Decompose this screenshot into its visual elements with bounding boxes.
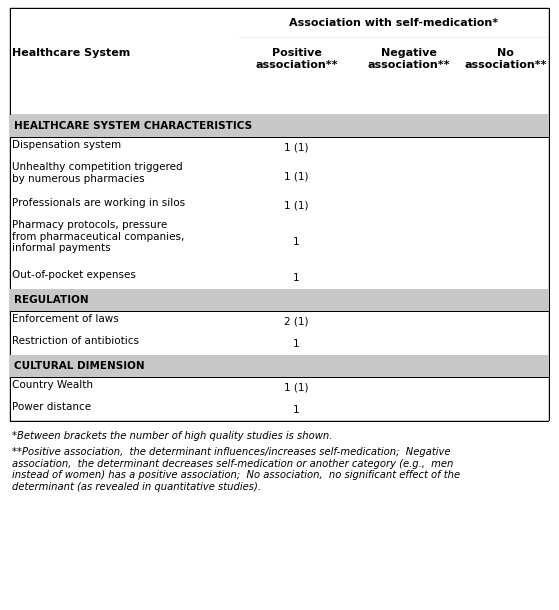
Text: 1 (1): 1 (1) <box>284 172 309 182</box>
Text: 1: 1 <box>293 237 300 247</box>
Text: Dispensation system: Dispensation system <box>12 140 121 150</box>
Text: 1 (1): 1 (1) <box>284 143 309 153</box>
Text: 1: 1 <box>293 405 300 415</box>
Text: Power distance: Power distance <box>12 402 91 412</box>
Text: 1: 1 <box>293 339 300 349</box>
Text: HEALTHCARE SYSTEM CHARACTERISTICS: HEALTHCARE SYSTEM CHARACTERISTICS <box>14 121 252 131</box>
Text: Country Wealth: Country Wealth <box>12 380 93 390</box>
Text: 1 (1): 1 (1) <box>284 383 309 393</box>
Text: Restriction of antibiotics: Restriction of antibiotics <box>12 336 139 346</box>
Text: 1 (1): 1 (1) <box>284 201 309 211</box>
Text: 2 (1): 2 (1) <box>284 317 309 327</box>
Text: Healthcare System: Healthcare System <box>12 48 130 58</box>
Text: Unhealthy competition triggered
by numerous pharmacies: Unhealthy competition triggered by numer… <box>12 162 183 184</box>
Text: Enforcement of laws: Enforcement of laws <box>12 314 119 324</box>
Text: CULTURAL DIMENSION: CULTURAL DIMENSION <box>14 361 145 371</box>
Text: Positive
association**: Positive association** <box>255 48 338 70</box>
Text: **Positive association,  the determinant influences/increases self-medication;  : **Positive association, the determinant … <box>12 447 460 492</box>
Text: No
association**: No association** <box>465 48 547 70</box>
Text: Pharmacy protocols, pressure
from pharmaceutical companies,
informal payments: Pharmacy protocols, pressure from pharma… <box>12 220 184 253</box>
Text: 1: 1 <box>293 273 300 283</box>
Text: Negative
association**: Negative association** <box>367 48 450 70</box>
Text: REGULATION: REGULATION <box>14 295 89 305</box>
Text: Out-of-pocket expenses: Out-of-pocket expenses <box>12 270 136 280</box>
Text: *Between brackets the number of high quality studies is shown.: *Between brackets the number of high qua… <box>12 431 333 441</box>
Text: Association with self-medication*: Association with self-medication* <box>289 18 498 28</box>
Text: Professionals are working in silos: Professionals are working in silos <box>12 198 185 208</box>
